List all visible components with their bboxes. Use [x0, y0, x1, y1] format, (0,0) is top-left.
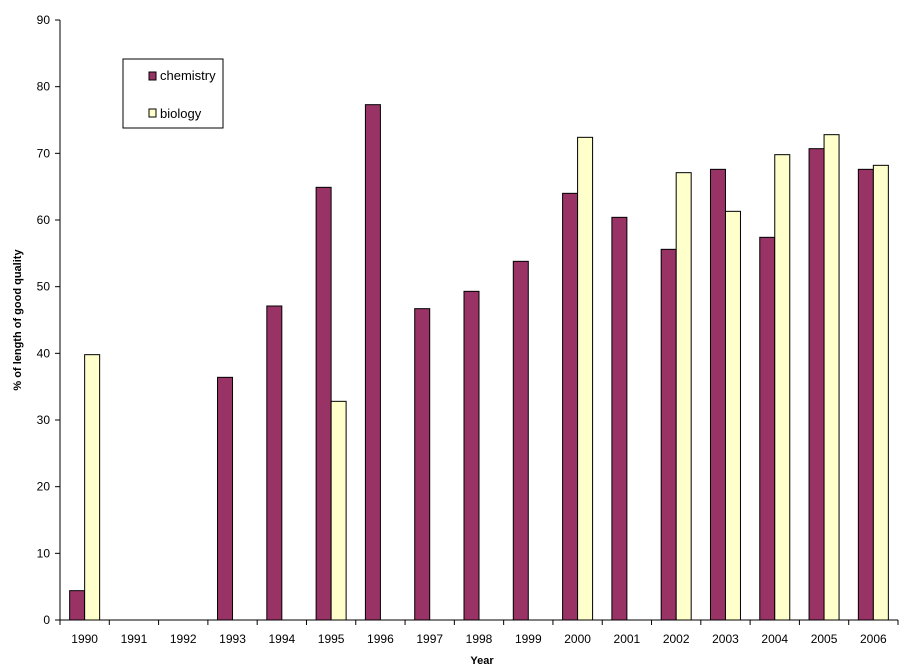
x-tick-label-1995: 1995 [318, 632, 345, 646]
y-tick-label-10: 10 [37, 546, 51, 560]
y-tick-label-80: 80 [37, 80, 51, 94]
x-tick-label-1993: 1993 [219, 632, 246, 646]
y-axis-title: % of length of good quality [12, 249, 24, 391]
bar-biology-1995 [330, 400, 347, 621]
x-tick-label-2003: 2003 [712, 632, 739, 646]
x-tick-label-2004: 2004 [761, 632, 788, 646]
x-axis-title: Year [470, 655, 494, 667]
bar-chemistry-1990 [69, 590, 86, 621]
bar-chemistry-2002 [660, 248, 677, 621]
labels-layer: 0 10 20 30 40 50 60 70 80 90 1990 1991 1992 1993 1994 1… [37, 13, 887, 646]
bar-chemistry-2004 [759, 236, 776, 621]
x-tick-label-1994: 1994 [268, 632, 295, 646]
y-tick-label-0: 0 [43, 613, 50, 627]
x-tick-label-2005: 2005 [811, 632, 838, 646]
bar-chemistry-1996 [364, 104, 381, 621]
y-tick-label-90: 90 [37, 13, 51, 27]
x-tick-label-1997: 1997 [416, 632, 443, 646]
bar-chemistry-2006 [857, 168, 874, 621]
y-tick-label-70: 70 [37, 146, 51, 160]
y-tick-label-20: 20 [37, 480, 51, 494]
x-tick-label-1998: 1998 [466, 632, 493, 646]
x-tick-label-1991: 1991 [121, 632, 148, 646]
bar-biology-1990 [84, 354, 101, 621]
y-tick-label-40: 40 [37, 346, 51, 360]
bar-biology-2004 [774, 154, 791, 621]
x-tick-label-2002: 2002 [663, 632, 690, 646]
bar-chemistry-1995 [315, 186, 332, 621]
bar-chemistry-1999 [512, 260, 529, 621]
y-tick-label-50: 50 [37, 280, 51, 294]
legend-label-biology: biology [160, 106, 202, 121]
y-tick-label-60: 60 [37, 213, 51, 227]
bar-chemistry-1998 [463, 290, 480, 621]
y-tick-label-30: 30 [37, 413, 51, 427]
legend-label-chemistry: chemistry [160, 68, 216, 83]
x-tick-label-1992: 1992 [170, 632, 197, 646]
axes-layer [55, 19, 899, 625]
x-tick-label-2006: 2006 [860, 632, 887, 646]
legend-swatch-biology [148, 108, 157, 118]
bar-chemistry-2005 [808, 148, 825, 621]
x-tick-label-2000: 2000 [564, 632, 591, 646]
x-tick-label-1996: 1996 [367, 632, 394, 646]
x-tick-label-1999: 1999 [515, 632, 542, 646]
bar-chemistry-1993 [217, 376, 234, 621]
bar-chemistry-2001 [611, 216, 628, 621]
bar-biology-2002 [675, 172, 692, 621]
bars-layer [69, 104, 889, 621]
legend-box [122, 58, 224, 129]
bar-chemistry-2000 [562, 192, 579, 621]
legend: chemistry biology [122, 58, 224, 129]
bar-chemistry-1994 [266, 305, 283, 621]
bar-chemistry-1997 [414, 308, 431, 621]
x-tick-label-2001: 2001 [614, 632, 641, 646]
x-tick-label-1990: 1990 [71, 632, 98, 646]
bar-biology-2006 [872, 164, 889, 621]
bar-biology-2000 [577, 136, 594, 621]
bar-chemistry-2003 [709, 168, 726, 621]
legend-swatch-chemistry [148, 71, 157, 81]
bar-biology-2003 [724, 210, 741, 621]
bar-biology-2005 [823, 134, 840, 621]
